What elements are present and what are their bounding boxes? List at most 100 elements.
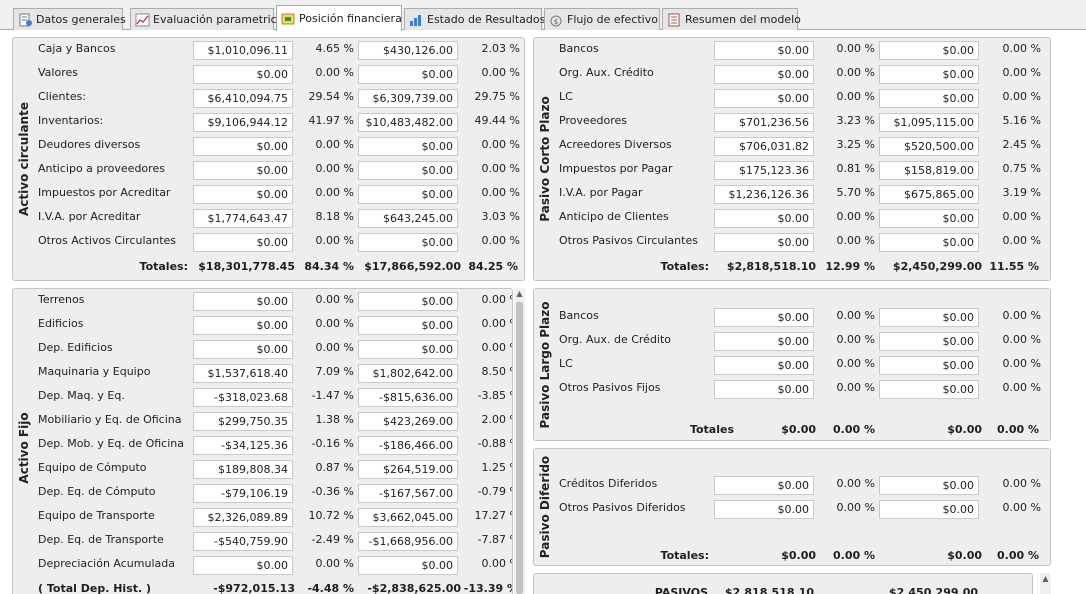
value-field-2[interactable]: -$1,668,956.00: [358, 532, 458, 551]
value-field-2[interactable]: $10,483,482.00: [358, 113, 458, 132]
value-field-2[interactable]: $520,500.00: [879, 137, 979, 156]
value-field-2[interactable]: $0.00: [358, 161, 458, 180]
value-field-2[interactable]: $158,819.00: [879, 161, 979, 180]
value-field-1[interactable]: $0.00: [714, 89, 814, 108]
value-field-1[interactable]: $0.00: [193, 556, 293, 575]
value-field-2[interactable]: $675,865.00: [879, 185, 979, 204]
value-field-1[interactable]: $0.00: [714, 209, 814, 228]
value-field-2[interactable]: $0.00: [879, 356, 979, 375]
value-field-1[interactable]: $0.00: [714, 65, 814, 84]
tab-datos-generales[interactable]: Datos generales: [13, 8, 126, 30]
value-field-2[interactable]: $0.00: [358, 65, 458, 84]
value-field-2[interactable]: $643,245.00: [358, 209, 458, 228]
value-field-1[interactable]: $0.00: [193, 292, 293, 311]
value-field-1[interactable]: $1,010,096.11: [193, 41, 293, 60]
value-field-2[interactable]: $6,309,739.00: [358, 89, 458, 108]
value-field-2[interactable]: $0.00: [879, 308, 979, 327]
value-field-1[interactable]: $189,808.34: [193, 460, 293, 479]
totals-value-1: -$972,015.13: [213, 582, 295, 594]
tab-flujo-efectivo[interactable]: $ Flujo de efectivo: [544, 8, 660, 30]
tab-evaluacion-parametrica[interactable]: Evaluación parametrica: [130, 8, 283, 30]
value-field-2[interactable]: $3,662,045.00: [358, 508, 458, 527]
value-field-2[interactable]: $0.00: [879, 233, 979, 252]
scroll-up-arrow-icon[interactable]: ▲: [1042, 574, 1049, 583]
value-field-1[interactable]: $0.00: [714, 308, 814, 327]
value-field-2[interactable]: $0.00: [358, 233, 458, 252]
value-field-2[interactable]: $0.00: [879, 476, 979, 495]
tab-label: Datos generales: [36, 13, 126, 26]
value-field-2[interactable]: -$186,466.00: [358, 436, 458, 455]
value-field-1[interactable]: $0.00: [193, 65, 293, 84]
value-field-1[interactable]: $0.00: [193, 185, 293, 204]
row-label: Deudores diversos: [38, 138, 141, 151]
value-field-2[interactable]: -$815,636.00: [358, 388, 458, 407]
value-field-2[interactable]: $0.00: [358, 556, 458, 575]
value-field-1[interactable]: $0.00: [714, 476, 814, 495]
value-field-2[interactable]: $0.00: [879, 380, 979, 399]
value-field-2[interactable]: $0.00: [358, 292, 458, 311]
value-field-2[interactable]: $0.00: [358, 316, 458, 335]
percent-1: 0.00 %: [836, 381, 875, 394]
value-field-2[interactable]: $0.00: [879, 500, 979, 519]
value-field-1[interactable]: $0.00: [193, 316, 293, 335]
right-scrollbar[interactable]: ▲: [1040, 573, 1051, 594]
value-field-1[interactable]: $2,326,089.89: [193, 508, 293, 527]
scroll-thumb[interactable]: [516, 302, 523, 594]
scroll-up-arrow-icon[interactable]: ▲: [516, 289, 523, 298]
percent-2: 0.00 %: [481, 341, 512, 354]
tab-label: Evaluación parametrica: [153, 13, 284, 26]
value-field-1[interactable]: $0.00: [714, 332, 814, 351]
value-field-1[interactable]: $0.00: [193, 233, 293, 252]
value-field-1[interactable]: -$34,125.36: [193, 436, 293, 455]
value-field-1[interactable]: $1,537,618.40: [193, 364, 293, 383]
value-field-2[interactable]: $0.00: [358, 185, 458, 204]
totals-label: Totales:: [139, 260, 188, 273]
value-field-2[interactable]: $0.00: [879, 89, 979, 108]
panel-side-title: Pasivo Corto Plazo: [538, 96, 552, 222]
value-field-1[interactable]: -$318,023.68: [193, 388, 293, 407]
value-field-2[interactable]: $0.00: [358, 340, 458, 359]
value-field-2[interactable]: $264,519.00: [358, 460, 458, 479]
value-field-2[interactable]: $0.00: [879, 209, 979, 228]
percent-2: 17.27 %: [474, 509, 512, 522]
table-row: Anticipo a proveedores $0.00 0.00 % $0.00 0.…: [38, 159, 524, 181]
tab-resumen-modelo[interactable]: Resumen del modelo: [662, 8, 801, 30]
value-field-2[interactable]: $0.00: [879, 41, 979, 60]
value-field-1[interactable]: $299,750.35: [193, 412, 293, 431]
activo-fijo-scrollbar[interactable]: ▲: [514, 288, 525, 594]
value-field-1[interactable]: $175,123.36: [714, 161, 814, 180]
percent-2: 2.45 %: [1002, 138, 1041, 151]
value-field-1[interactable]: -$540,759.90: [193, 532, 293, 551]
value-field-2[interactable]: $430,126.00: [358, 41, 458, 60]
tab-posicion-financiera[interactable]: Posición financiera: [276, 5, 402, 31]
value-field-2[interactable]: $0.00: [879, 65, 979, 84]
value-field-1[interactable]: -$79,106.19: [193, 484, 293, 503]
value-field-2[interactable]: $423,269.00: [358, 412, 458, 431]
value-field-2[interactable]: -$167,567.00: [358, 484, 458, 503]
value-field-1[interactable]: $9,106,944.12: [193, 113, 293, 132]
value-field-2[interactable]: $1,095,115.00: [879, 113, 979, 132]
value-field-1[interactable]: $0.00: [714, 41, 814, 60]
tab-estado-resultados[interactable]: Estado de Resultados: [404, 8, 545, 30]
percent-2: 3.03 %: [481, 210, 520, 223]
value-field-1[interactable]: $0.00: [714, 380, 814, 399]
value-field-1[interactable]: $1,236,126.36: [714, 185, 814, 204]
table-row: Proveedores $701,236.56 3.23 % $1,095,115.0…: [559, 111, 1049, 133]
value-field-1[interactable]: $0.00: [714, 500, 814, 519]
value-field-1[interactable]: $6,410,094.75: [193, 89, 293, 108]
value-field-1[interactable]: $0.00: [193, 340, 293, 359]
pasivos-value-1: $2,818,518.10: [724, 586, 814, 594]
value-field-1[interactable]: $706,031.82: [714, 137, 814, 156]
value-field-2[interactable]: $0.00: [879, 332, 979, 351]
value-field-1[interactable]: $0.00: [714, 233, 814, 252]
value-field-1[interactable]: $701,236.56: [714, 113, 814, 132]
percent-1: 0.00 %: [836, 90, 875, 103]
row-label: Equipo de Cómputo: [38, 461, 147, 474]
value-field-2[interactable]: $1,802,642.00: [358, 364, 458, 383]
value-field-1[interactable]: $0.00: [193, 137, 293, 156]
row-label: Equipo de Transporte: [38, 509, 155, 522]
value-field-1[interactable]: $1,774,643.47: [193, 209, 293, 228]
value-field-2[interactable]: $0.00: [358, 137, 458, 156]
value-field-1[interactable]: $0.00: [714, 356, 814, 375]
value-field-1[interactable]: $0.00: [193, 161, 293, 180]
